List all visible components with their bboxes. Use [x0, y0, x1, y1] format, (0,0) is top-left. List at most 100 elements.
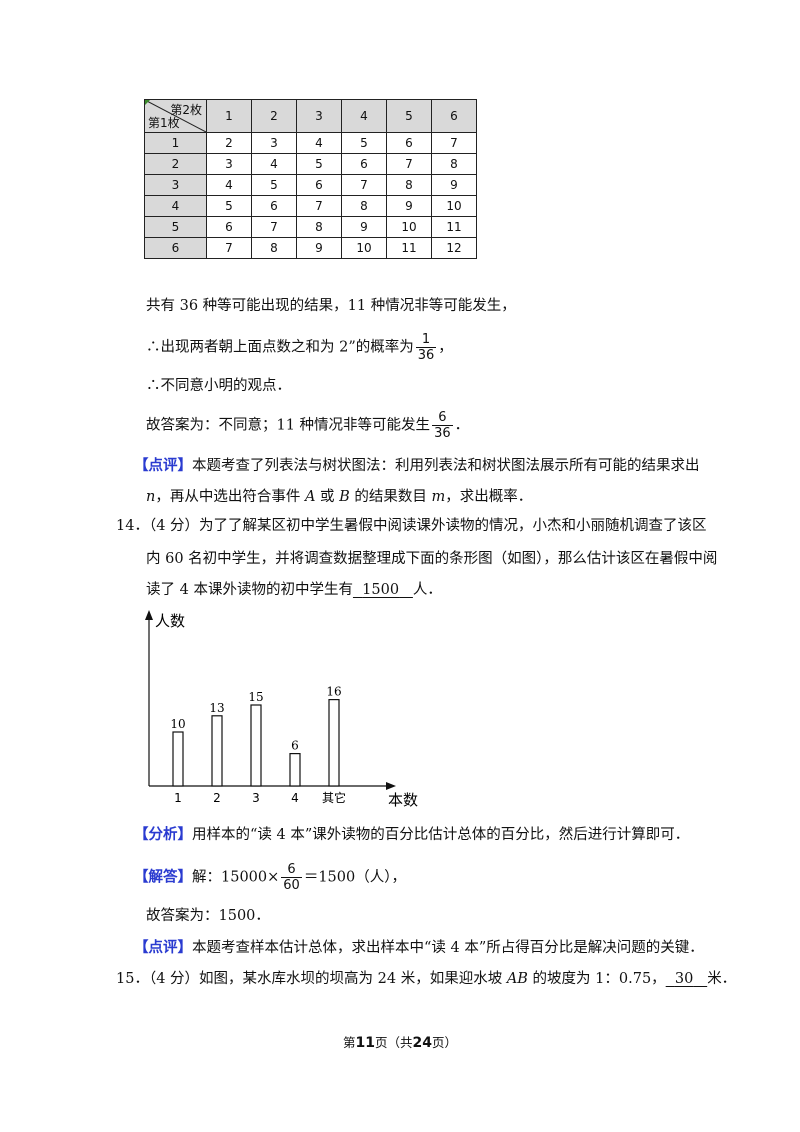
bar [172, 731, 184, 787]
table-cell: 5 [341, 132, 387, 154]
table-row: 6 7 8 9 10 11 12 [144, 237, 477, 259]
comment-text: 本题考查样本估计总体，求出样本中“读 4 本”所占得百分比是解决问题的关键． [192, 940, 704, 956]
bar [328, 698, 340, 787]
page-footer: 第11页（共24页） [0, 1032, 800, 1051]
x-tick-label: 4 [291, 791, 299, 805]
table-cell: 7 [386, 153, 432, 175]
q14-line1: 14．（4 分）为了了解某区初中学生暑假中阅读课外读物的情况，小杰和小丽随机调查… [116, 518, 707, 534]
frac-num: 1 [415, 332, 437, 348]
comment-seg: 或 [315, 489, 340, 505]
q14-answer-blank: 1500 [353, 582, 413, 598]
table-cell: 9 [431, 174, 477, 196]
x-tick-label: 1 [174, 791, 182, 805]
q15-text-mid: 的坡度为 1：0.75， [527, 971, 666, 987]
comment-seg: ，求出概率． [445, 489, 533, 505]
q15-text: 15．（4 分）如图，某水库水坝的坝高为 24 米，如果迎水坡 [116, 971, 507, 987]
q13-line2-text: ∴出现两者朝上面点数之和为 2”的概率为 [146, 339, 414, 356]
page-number: 11 [355, 1035, 375, 1051]
table-cell: 9 [386, 195, 432, 217]
var-b: B [339, 489, 350, 505]
bar-value-label: 13 [209, 701, 224, 715]
x-tick-label: 其它 [322, 790, 346, 805]
table-cell: 7 [206, 237, 252, 259]
table-cell: 4 [296, 132, 342, 154]
q14-line3: 读了 4 本课外读物的初中学生有 1500 人． [146, 580, 442, 600]
table-cell: 9 [341, 216, 387, 238]
col-header: 1 [206, 99, 252, 133]
q14-line3-text: 读了 4 本课外读物的初中学生有 [146, 582, 353, 598]
table-cell: 4 [206, 174, 252, 196]
col-header: 6 [431, 99, 477, 133]
y-axis-arrow-icon [145, 610, 153, 620]
table-corner-header: 第2枚 第1枚 [144, 99, 207, 133]
frac-den: 36 [434, 426, 451, 441]
frac-num: 6 [281, 862, 302, 878]
table-cell: 8 [296, 216, 342, 238]
q15-post: 米． [707, 971, 737, 987]
x-axis-arrow-icon [386, 782, 396, 790]
var-n: n [146, 489, 156, 505]
bar [211, 715, 223, 787]
analysis-text: 用样本的“读 4 本”课外读物的百分比估计总体的百分比，然后进行计算即可． [192, 827, 690, 843]
table-cell: 7 [431, 132, 477, 154]
table-cell: 11 [386, 237, 432, 259]
row-header: 4 [144, 195, 207, 217]
q13-line1: 共有 36 种等可能出现的结果，11 种情况非等可能发生， [146, 298, 516, 314]
bar-value-label: 16 [326, 685, 341, 699]
q14-final: 故答案为：1500． [146, 908, 270, 924]
solution-post: ＝1500（人）， [303, 869, 406, 886]
fraction-6-36: 6 36 [432, 410, 453, 441]
fraction-1-36: 1 36 [415, 332, 437, 363]
table-row: 5 6 7 8 9 10 11 [144, 216, 477, 238]
table-cell: 3 [251, 132, 297, 154]
x-tick-label: 3 [252, 791, 260, 805]
table-cell: 8 [386, 174, 432, 196]
table-cell: 6 [341, 153, 387, 175]
sum-table: 第2枚 第1枚 1 2 3 4 5 6 1 2 3 4 5 6 7 2 3 4 5 6 7 8 3 4 5 6 7 8 9 4 5 6 7 8 9 1… [144, 99, 477, 259]
table-cell: 6 [206, 216, 252, 238]
fraction-6-60: 6 60 [281, 862, 302, 893]
var-m: m [431, 489, 446, 505]
col-header: 3 [296, 99, 342, 133]
q13-line2: ∴出现两者朝上面点数之和为 2”的概率为 1 36， [146, 332, 453, 363]
table-cell: 10 [431, 195, 477, 217]
bar-value-label: 6 [291, 739, 299, 753]
bar-value-label: 10 [170, 717, 185, 731]
table-cell: 12 [431, 237, 477, 259]
table-cell: 9 [296, 237, 342, 259]
x-tick-label: 2 [213, 791, 221, 805]
q13-line4-text: 故答案为：不同意；11 种情况非等可能发生 [146, 417, 431, 434]
solution-tag: 【解答】 [134, 869, 192, 886]
q15-answer: 30 [674, 971, 694, 987]
corner-top-label: 第2枚 [170, 103, 202, 117]
table-cell: 5 [296, 153, 342, 175]
q13-line4: 故答案为：不同意；11 种情况非等可能发生 6 36 ． [146, 410, 469, 441]
table-cell: 7 [251, 216, 297, 238]
table-cell: 8 [251, 237, 297, 259]
row-header: 1 [144, 132, 207, 154]
table-cell: 8 [431, 153, 477, 175]
footer-mid: 页（共 [374, 1035, 413, 1050]
diagonal-line [145, 100, 206, 132]
table-cell: 2 [206, 132, 252, 154]
q15-answer-blank: 30 [666, 971, 708, 987]
table-cell: 3 [206, 153, 252, 175]
analysis-tag: 【分析】 [134, 827, 192, 843]
comment-tag: 【点评】 [134, 458, 192, 474]
table-row: 4 5 6 7 8 9 10 [144, 195, 477, 217]
bar [289, 753, 301, 787]
table-cell: 10 [341, 237, 387, 259]
table-cell: 5 [206, 195, 252, 217]
footer-pre: 第 [342, 1035, 356, 1050]
q14-comment: 【点评】本题考查样本估计总体，求出样本中“读 4 本”所占得百分比是解决问题的关… [134, 938, 704, 958]
table-cell: 4 [251, 153, 297, 175]
frac-num: 6 [432, 410, 453, 426]
col-header: 5 [386, 99, 432, 133]
row-header: 3 [144, 174, 207, 196]
q13-line4-post: ． [454, 417, 470, 434]
table-cell: 6 [251, 195, 297, 217]
y-axis-label: 人数 [155, 612, 185, 630]
q14-line2: 内 60 名初中学生，并将调查数据整理成下面的条形图（如图），那么估计该区在暑假… [146, 551, 718, 567]
